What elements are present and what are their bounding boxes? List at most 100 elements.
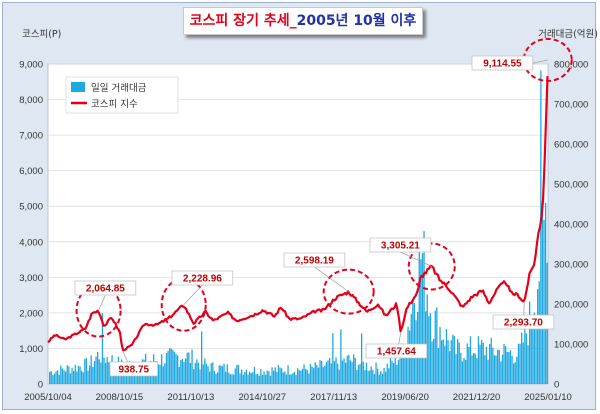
turnover-bar (92, 366, 94, 384)
turnover-bar (516, 356, 518, 384)
turnover-bar (461, 361, 464, 384)
turnover-bar (377, 368, 379, 384)
y2-tick-label: 400,000 (554, 220, 588, 231)
turnover-bar (373, 373, 376, 384)
annotation-leader (314, 266, 349, 292)
turnover-bar (343, 358, 345, 384)
turnover-bar (290, 374, 292, 384)
turnover-bar (81, 370, 83, 384)
turnover-bar (489, 344, 491, 384)
turnover-bar (362, 361, 364, 384)
turnover-bar (218, 365, 220, 384)
turnover-bar (191, 349, 193, 384)
y-tick-label: 7,000 (19, 131, 43, 142)
turnover-bar (87, 370, 89, 384)
annotation-box (369, 237, 432, 253)
turnover-bar (466, 343, 468, 384)
turnover-bar (50, 370, 52, 384)
turnover-bar (498, 349, 500, 384)
annotation-label: 2,064.85 (86, 284, 125, 295)
turnover-bar (309, 363, 312, 384)
turnover-bar (405, 347, 408, 384)
turnover-bar (332, 333, 334, 384)
y2-tick-label: 100,000 (554, 340, 588, 351)
annotation-box (365, 343, 428, 359)
turnover-bar (77, 365, 80, 384)
turnover-bar (317, 367, 320, 384)
turnover-bar (423, 230, 425, 384)
turnover-bar (545, 203, 547, 384)
turnover-bar (263, 371, 265, 384)
turnover-bar (469, 336, 472, 384)
turnover-bar (420, 259, 422, 384)
turnover-bar (60, 365, 62, 384)
turnover-bar (306, 370, 308, 384)
turnover-bar (521, 332, 523, 384)
turnover-bar (63, 370, 65, 384)
turnover-bar (226, 364, 228, 384)
turnover-bar (53, 373, 56, 384)
turnover-bar (98, 359, 100, 384)
turnover-bar (181, 359, 184, 384)
turnover-bar (217, 372, 219, 384)
turnover-bar (66, 365, 68, 384)
turnover-bar (188, 352, 190, 384)
turnover-bar (164, 363, 166, 384)
turnover-bar (71, 367, 73, 384)
turnover-bar (514, 362, 516, 384)
turnover-bar (285, 374, 288, 384)
turnover-bar (345, 362, 347, 384)
turnover-bar (245, 369, 248, 384)
turnover-bar (292, 373, 294, 384)
turnover-bar (284, 371, 286, 384)
y-tick-label: 8,000 (19, 95, 43, 106)
kospi-line (47, 76, 549, 352)
y2-tick-label: 200,000 (554, 300, 588, 311)
turnover-bar (380, 371, 382, 384)
turnover-bar (447, 340, 449, 384)
turnover-bar (84, 358, 86, 384)
turnover-bar (100, 362, 102, 384)
turnover-bar (269, 375, 272, 384)
annotation-box (283, 252, 346, 268)
annotation-label: 9,114.55 (483, 59, 522, 70)
y-tick-label: 1,000 (19, 344, 43, 355)
turnover-bar (340, 329, 342, 384)
y-tick-label: 0 (38, 380, 43, 391)
turnover-bar (55, 371, 57, 384)
y2-tick-label: 800,000 (554, 60, 588, 71)
turnover-bar (316, 365, 318, 384)
annotation-box (109, 361, 158, 377)
x-tick-label: 2025/01/10 (524, 392, 572, 403)
turnover-bar (61, 368, 64, 384)
turnover-bar (172, 349, 174, 384)
turnover-bar (460, 352, 462, 384)
turnover-bar (404, 354, 406, 384)
turnover-bar (159, 364, 161, 384)
turnover-bar (101, 313, 104, 384)
turnover-bar (412, 298, 414, 384)
annotation-label: 938.75 (119, 365, 150, 376)
turnover-bar (349, 360, 352, 384)
turnover-bar (258, 375, 260, 384)
turnover-bar (197, 362, 200, 384)
turnover-bar (228, 372, 230, 384)
turnover-bar (89, 365, 91, 384)
turnover-bar (351, 361, 353, 384)
turnover-bar (305, 368, 307, 384)
annotation-circle (407, 242, 456, 291)
turnover-bar (517, 343, 520, 384)
turnover-bar (452, 334, 454, 384)
turnover-bar (177, 355, 179, 384)
x-tick-label: 2011/10/13 (167, 392, 214, 403)
turnover-bar (509, 350, 512, 384)
turnover-bar (341, 360, 344, 384)
turnover-bar (65, 371, 67, 384)
annotation-leader (98, 294, 106, 311)
turnover-bar (389, 357, 392, 384)
turnover-bar (394, 353, 396, 384)
turnover-bar (244, 372, 246, 384)
turnover-bar (213, 370, 216, 384)
turnover-bar (221, 366, 224, 384)
